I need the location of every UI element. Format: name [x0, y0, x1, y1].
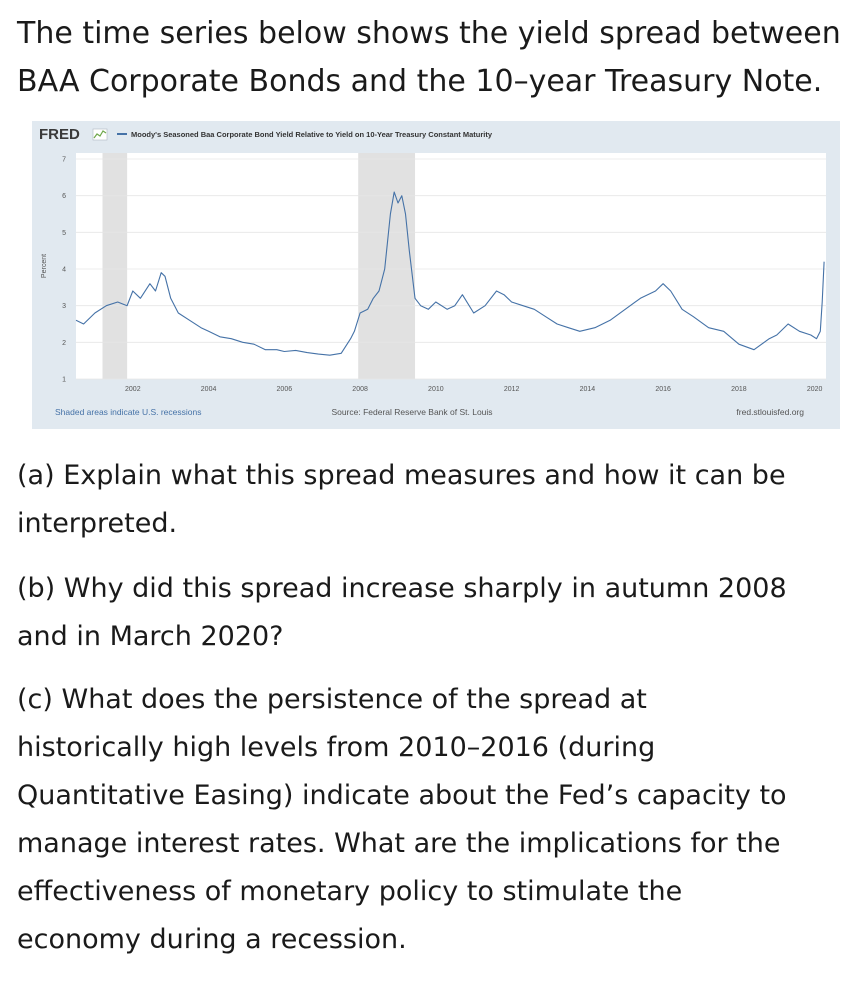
x-tick-labels: 2002 2004 2006 2008 2010 2012 2014 2016 2018 2020 — [125, 386, 822, 393]
question-b: (b) Why did this spread increase sharply… — [17, 565, 857, 661]
question-a: (a) Explain what this spread measures an… — [17, 452, 857, 548]
x-tick-label: 2018 — [731, 386, 747, 393]
y-axis-label: Percent — [41, 254, 48, 278]
y-tick-label: 2 — [62, 340, 66, 347]
y-tick-labels: 1 2 3 4 5 6 7 — [62, 157, 66, 384]
question-c-line-1: (c) What does the persistence of the spr… — [17, 684, 647, 715]
intro-text: The time series below shows the yield sp… — [17, 10, 857, 106]
recession-band-1 — [102, 153, 128, 379]
y-tick-label: 3 — [62, 303, 66, 310]
source-note: Source: Federal Reserve Bank of St. Loui… — [331, 407, 492, 417]
series-line-1 — [75, 191, 825, 356]
y-tick-label: 1 — [62, 377, 66, 384]
y-tick-label: 4 — [62, 267, 66, 274]
fred-url-link[interactable]: fred.stlouisfed.org — [736, 407, 804, 417]
legend-label: Moody's Seasoned Baa Corporate Bond Yiel… — [131, 130, 493, 139]
fred-chart: FRED Moody's Seasoned Baa Corporate Bond… — [39, 126, 826, 417]
x-tick-label: 2016 — [655, 386, 671, 393]
question-c-line-6: economy during a recession. — [17, 924, 407, 955]
plot-area — [76, 153, 826, 379]
recession-note-link[interactable]: Shaded areas indicate U.S. recessions — [55, 407, 201, 417]
question-b-line-2: and in March 2020? — [17, 621, 284, 652]
y-tick-label: 5 — [62, 230, 66, 237]
x-tick-label: 2014 — [580, 386, 596, 393]
intro-line-1: The time series below shows the yield sp… — [17, 16, 841, 51]
x-tick-label: 2004 — [201, 386, 217, 393]
question-c: (c) What does the persistence of the spr… — [17, 676, 857, 964]
question-a-line-2: interpreted. — [17, 508, 178, 539]
x-tick-label: 2002 — [125, 386, 141, 393]
question-a-line-1: (a) Explain what this spread measures an… — [17, 460, 786, 491]
question-b-line-1: (b) Why did this spread increase sharply… — [17, 573, 787, 604]
fred-logo-icon — [92, 128, 108, 141]
x-tick-label: 2012 — [504, 386, 520, 393]
gridlines — [76, 158, 826, 380]
intro-line-2: BAA Corporate Bonds and the 10–year Trea… — [17, 64, 823, 99]
y-tick-label: 6 — [62, 193, 66, 200]
x-tick-label: 2020 — [807, 386, 823, 393]
x-tick-label: 2008 — [352, 386, 368, 393]
question-c-line-2: historically high levels from 2010–2016 … — [17, 732, 656, 763]
recession-shading — [102, 153, 416, 379]
question-c-line-4: manage interest rates. What are the impl… — [17, 828, 781, 859]
x-tick-label: 2010 — [428, 386, 444, 393]
recession-band-2 — [358, 153, 416, 379]
y-tick-label: 7 — [62, 157, 66, 164]
question-c-line-5: effectiveness of monetary policy to stim… — [17, 876, 683, 907]
x-tick-label: 2006 — [277, 386, 293, 393]
question-c-line-3: Quantitative Easing) indicate about the … — [17, 780, 787, 811]
series-layer — [75, 191, 825, 356]
fred-chart-panel: FRED Moody's Seasoned Baa Corporate Bond… — [32, 121, 840, 429]
fred-logo[interactable]: FRED — [39, 126, 80, 143]
